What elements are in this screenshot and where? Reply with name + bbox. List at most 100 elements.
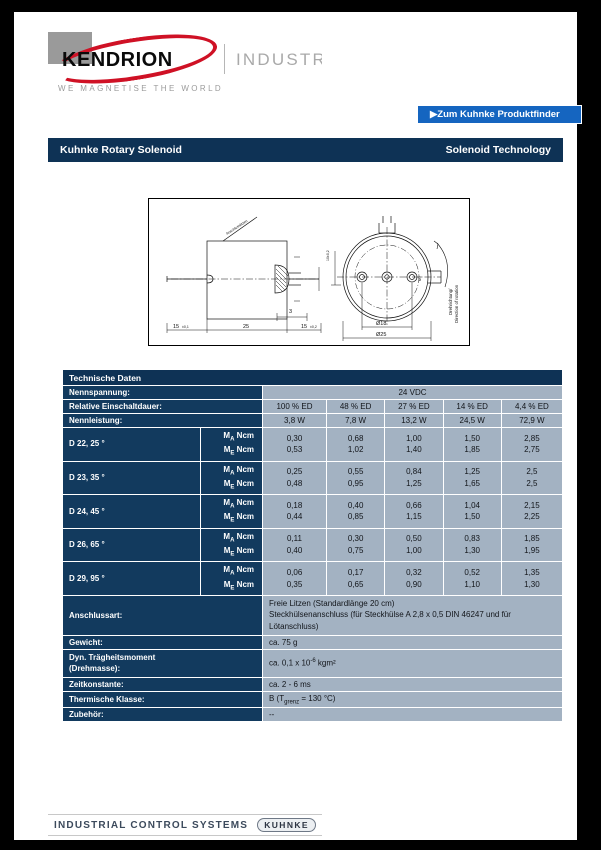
torque-value-cell: 0,84 1,25 — [384, 460, 444, 496]
traegheit-label-line-2: (Drehmasse): — [69, 664, 121, 674]
product-finder-button[interactable]: ▶Zum Kuhnke Produktfinder — [417, 105, 582, 124]
torque-value-cell: 0,30 0,53 — [262, 427, 327, 462]
row-label-nennspannung: Nennspannung: — [62, 385, 263, 400]
dim-small-label: 3 — [289, 309, 292, 315]
torque-value-cell: 0,11 0,40 — [262, 527, 327, 563]
torque-value-cell: 0,18 0,44 — [262, 494, 327, 529]
cell-ed-3: 27 % ED — [384, 399, 444, 414]
technical-data-table: Technische Daten Nennspannung: 24 VDC Re… — [62, 369, 564, 723]
svg-text:±0,2: ±0,2 — [310, 325, 317, 329]
table-row-torque: D 26, 65 ° MA Ncm ME Ncm 0,11 0,40 0,30 0,75 0,… — [62, 527, 564, 563]
torque-unit-label: MA Ncm ME Ncm — [200, 427, 263, 462]
logo-division-text: INDUSTRIAL — [236, 50, 322, 69]
table-row-nennleistung: Nennleistung: 3,8 W 7,8 W 13,2 W 24,5 W … — [62, 413, 564, 428]
table-row-traegheitsmoment: Dyn. Trägheitsmoment (Drehmasse): ca. 0,… — [62, 648, 563, 678]
torque-value-cell: 2,5 2,5 — [500, 460, 564, 496]
traegheit-label-line-1: Dyn. Trägheitsmoment — [69, 652, 156, 662]
logo-tagline: WE MAGNETISE THE WORLD — [58, 84, 224, 93]
technical-drawing: 15 ±0,1 25 15 ±0,2 3 — [148, 198, 470, 346]
dia-inner-label: Ø18 — [376, 321, 386, 327]
torque-value-cell: 0,66 1,15 — [384, 494, 444, 529]
table-header-row: Technische Daten — [62, 369, 563, 386]
svg-text:10±0,2: 10±0,2 — [326, 250, 330, 261]
footer-text: INDUSTRIAL CONTROL SYSTEMS — [54, 819, 249, 831]
cell-ed-2: 48 % ED — [325, 399, 386, 414]
table-row-torque: D 29, 95 ° MA Ncm ME Ncm 0,06 0,35 0,17 0,65 0,… — [62, 561, 564, 596]
table-row-torque: D 24, 45 ° MA Ncm ME Ncm 0,18 0,44 0,40 0,85 0,… — [62, 494, 564, 529]
rotation-label-de: Drehrichtung/ — [448, 288, 453, 315]
torque-value-cell: 0,52 1,10 — [442, 561, 502, 596]
torque-model-label: D 22, 25 ° — [62, 427, 201, 462]
torque-unit-label: MA Ncm ME Ncm — [200, 460, 263, 496]
row-value-nennspannung: 24 VDC — [262, 385, 563, 400]
torque-model-label: D 24, 45 ° — [62, 494, 201, 529]
torque-value-cell: 1,85 1,95 — [500, 527, 564, 563]
table-row-zeitkonstante: Zeitkonstante: ca. 2 - 6 ms — [62, 676, 563, 692]
logo-divider — [224, 44, 225, 74]
torque-value-cell: 0,32 0,90 — [384, 561, 444, 596]
torque-value-cell: 1,04 1,50 — [442, 494, 502, 529]
table-header-label: Technische Daten — [62, 369, 563, 386]
page-title-bar: Kuhnke Rotary Solenoid Solenoid Technolo… — [48, 138, 563, 162]
table-row-zubehoer: Zubehör: -- — [62, 707, 563, 723]
torque-value-cell: 0,25 0,48 — [262, 460, 327, 496]
table-row-gewicht: Gewicht: ca. 75 g — [62, 634, 563, 650]
cell-ed-1: 100 % ED — [262, 399, 327, 414]
anschlussart-line-1: Freie Litzen (Standardlänge 20 cm) — [269, 598, 395, 608]
row-value-zubehoer: -- — [262, 707, 563, 723]
cell-ed-5: 4,4 % ED — [500, 399, 564, 414]
traegheit-prefix: ca. 0,1 x 10 — [269, 659, 311, 669]
page-title: Kuhnke Rotary Solenoid — [60, 144, 182, 156]
logo-grey-tab — [48, 32, 92, 64]
traegheit-suffix: kgm² — [315, 659, 336, 669]
row-label-gewicht: Gewicht: — [62, 634, 263, 650]
row-value-gewicht: ca. 75 g — [262, 634, 563, 650]
rotation-label-en: Direction of rotation — [454, 284, 459, 323]
cell-pw-2: 7,8 W — [325, 413, 386, 428]
torque-value-cell: 2,85 2,75 — [500, 427, 564, 462]
table-row-torque: D 22, 25 ° MA Ncm ME Ncm 0,30 0,53 0,68 1,02 1,… — [62, 427, 564, 462]
page-canvas: KENDRION INDUSTRIAL WE MAGNETISE THE WOR… — [14, 12, 582, 840]
torque-value-cell: 1,50 1,85 — [442, 427, 502, 462]
kuhnke-footer-logo: KUHNKE — [257, 818, 316, 832]
dim-right-label: 15 — [301, 324, 307, 330]
table-row-torque: D 23, 35 ° MA Ncm ME Ncm 0,25 0,48 0,55 0,95 0,… — [62, 460, 564, 496]
row-value-traegheitsmoment: ca. 0,1 x 10-6 kgm² — [262, 648, 563, 678]
torque-value-cell: 0,17 0,65 — [325, 561, 386, 596]
row-label-anschlussart: Anschlussart: — [62, 594, 263, 636]
torque-value-cell: 0,40 0,85 — [325, 494, 386, 529]
torque-value-cell: 1,35 1,30 — [500, 561, 564, 596]
dim-left-label: 15 — [173, 324, 179, 330]
thermo-suffix: = 130 °C) — [299, 693, 336, 703]
dim-center-label: 25 — [243, 324, 249, 330]
row-value-thermische-klasse: B (Tgrenz = 130 °C) — [262, 690, 563, 709]
table-row-anschlussart: Anschlussart: Freie Litzen (Standardläng… — [62, 594, 563, 636]
torque-value-cell: 0,83 1,30 — [442, 527, 502, 563]
torque-value-cell: 0,30 0,75 — [325, 527, 386, 563]
torque-value-cell: 0,06 0,35 — [262, 561, 327, 596]
cell-ed-4: 14 % ED — [442, 399, 502, 414]
cell-pw-1: 3,8 W — [262, 413, 327, 428]
thermo-subscript: grenz — [284, 699, 300, 706]
traegheit-exponent: -6 — [310, 658, 316, 665]
torque-unit-label: MA Ncm ME Ncm — [200, 527, 263, 563]
cell-pw-3: 13,2 W — [384, 413, 444, 428]
kendrion-logo: KENDRION INDUSTRIAL WE MAGNETISE THE WOR… — [48, 32, 322, 104]
table-row-nennspannung: Nennspannung: 24 VDC — [62, 385, 563, 400]
thermo-prefix: B (T — [269, 693, 285, 703]
svg-text:±0,1: ±0,1 — [182, 325, 189, 329]
page-subtitle: Solenoid Technology — [445, 144, 551, 156]
torque-value-cell: 0,50 1,00 — [384, 527, 444, 563]
torque-model-label: D 26, 65 ° — [62, 527, 201, 563]
anschlussart-line-2: Steckhülsenanschluss (für Steckhülse A 2… — [269, 610, 511, 631]
row-label-thermische-klasse: Thermische Klasse: — [62, 690, 263, 709]
logo-brand-text: KENDRION — [62, 49, 173, 71]
cell-pw-4: 24,5 W — [442, 413, 502, 428]
torque-unit-label: MA Ncm ME Ncm — [200, 561, 263, 596]
table-row-thermische-klasse: Thermische Klasse: B (Tgrenz = 130 °C) — [62, 690, 563, 709]
footer-bar: INDUSTRIAL CONTROL SYSTEMS KUHNKE — [48, 814, 322, 836]
svg-text:Anschlusslitzen: Anschlusslitzen — [225, 219, 248, 236]
torque-value-cell: 0,68 1,02 — [325, 427, 386, 462]
row-label-traegheitsmoment: Dyn. Trägheitsmoment (Drehmasse): — [62, 648, 263, 678]
row-label-zeitkonstante: Zeitkonstante: — [62, 676, 263, 692]
